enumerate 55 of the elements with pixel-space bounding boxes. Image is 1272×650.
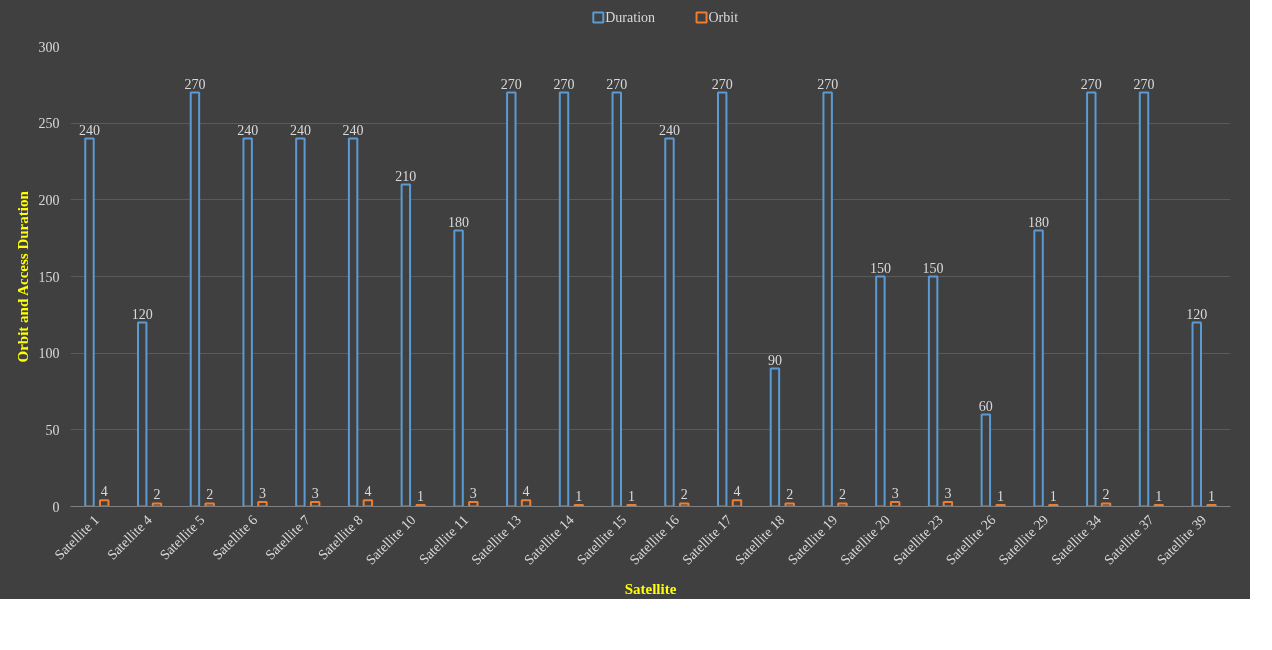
data-label: 1 bbox=[628, 488, 636, 504]
data-label: 270 bbox=[500, 76, 522, 92]
data-label: 120 bbox=[1186, 306, 1208, 322]
data-label: 120 bbox=[131, 306, 153, 322]
data-label: 1 bbox=[1155, 488, 1163, 504]
data-label: 2 bbox=[838, 487, 846, 503]
data-label: 240 bbox=[658, 122, 680, 138]
data-label: 270 bbox=[553, 76, 575, 92]
data-label: 2 bbox=[1102, 487, 1110, 503]
data-label: 270 bbox=[1133, 76, 1155, 92]
data-label: 1 bbox=[417, 488, 425, 504]
data-label: 1 bbox=[1208, 488, 1216, 504]
y-axis-title: Orbit and Access Duration bbox=[14, 190, 31, 363]
data-label: 1 bbox=[575, 488, 583, 504]
data-label: 2 bbox=[680, 487, 688, 503]
data-label: 2 bbox=[786, 487, 794, 503]
data-label: 180 bbox=[448, 214, 470, 230]
y-tick-label: 250 bbox=[38, 116, 60, 132]
data-label: 240 bbox=[237, 122, 259, 138]
data-label: 270 bbox=[184, 76, 206, 92]
y-tick-label: 100 bbox=[38, 346, 60, 362]
data-label: 2 bbox=[206, 487, 214, 503]
data-label: 3 bbox=[469, 485, 477, 501]
data-label: 270 bbox=[1080, 76, 1102, 92]
data-label: 240 bbox=[78, 122, 100, 138]
y-tick-label: 0 bbox=[52, 499, 60, 515]
data-label: 1 bbox=[1049, 488, 1057, 504]
data-label: 270 bbox=[606, 76, 628, 92]
data-label: 4 bbox=[522, 484, 530, 500]
data-label: 4 bbox=[733, 484, 741, 500]
data-label: 150 bbox=[869, 260, 891, 276]
data-label: 3 bbox=[311, 485, 319, 501]
data-label: 150 bbox=[922, 260, 944, 276]
y-tick-label: 300 bbox=[38, 39, 60, 55]
data-label: 2 bbox=[153, 487, 161, 503]
legend-label: Duration bbox=[605, 10, 656, 25]
data-label: 240 bbox=[342, 122, 364, 138]
data-label: 210 bbox=[395, 168, 417, 184]
y-tick-label: 150 bbox=[38, 269, 60, 285]
data-label: 4 bbox=[364, 484, 372, 500]
data-label: 3 bbox=[258, 485, 266, 501]
data-label: 180 bbox=[1028, 214, 1050, 230]
data-label: 4 bbox=[100, 484, 108, 500]
data-label: 1 bbox=[997, 488, 1005, 504]
data-label: 60 bbox=[978, 398, 993, 414]
data-label: 3 bbox=[891, 485, 899, 501]
x-axis-title: Satellite bbox=[624, 580, 677, 597]
data-label: 90 bbox=[767, 352, 782, 368]
y-tick-label: 50 bbox=[45, 422, 60, 438]
y-tick-label: 200 bbox=[38, 192, 60, 208]
data-label: 270 bbox=[817, 76, 839, 92]
legend-label: Orbit bbox=[708, 10, 739, 25]
data-label: 240 bbox=[289, 122, 311, 138]
data-label: 270 bbox=[711, 76, 733, 92]
data-label: 3 bbox=[944, 485, 952, 501]
